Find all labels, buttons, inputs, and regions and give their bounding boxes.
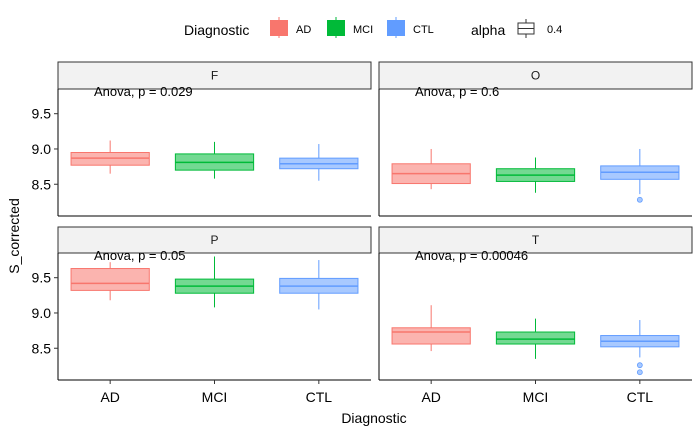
panel-o: O Anova, p = 0.6 — [378, 61, 693, 217]
legend-key-mci — [327, 20, 345, 36]
y-axis-title: S_corrected — [6, 198, 22, 273]
legend-label-ad: AD — [296, 24, 311, 36]
y-tick-label-f-0: 8.5 — [32, 176, 52, 192]
box-t-mci — [495, 331, 576, 345]
legend-alpha-title: alpha — [471, 22, 505, 38]
y-tick-label-f-1: 9.0 — [32, 141, 52, 157]
annotation-p: Anova, p = 0.05 — [94, 248, 185, 263]
panel-strip-label-t: T — [532, 233, 540, 247]
y-tick-label-p-2: 9.5 — [32, 270, 52, 286]
x-tick-label-p-mci: MCI — [202, 389, 228, 405]
legend-alpha-value: 0.4 — [547, 24, 562, 36]
y-tick-label-f-2: 9.5 — [32, 106, 52, 122]
annotation-f: Anova, p = 0.029 — [94, 84, 193, 99]
legend-key-ad — [270, 20, 288, 36]
panel-strip-label-o: O — [531, 69, 540, 83]
box-t-ad — [391, 327, 471, 345]
x-tick-label-t-ctl: CTL — [627, 389, 654, 405]
outlier-o-ctl-0 — [636, 196, 643, 203]
legend-key-ctl — [387, 20, 405, 36]
outlier-t-ctl-1 — [636, 369, 643, 376]
panel-strip-label-f: F — [211, 69, 218, 83]
panel-strip-f — [57, 61, 372, 90]
annotation-t: Anova, p = 0.00046 — [415, 248, 528, 263]
panel-f: F Anova, p = 0.029 — [57, 61, 372, 217]
legend: Diagnostic AD MCI CTL alpha 0.4 — [184, 17, 562, 38]
legend-label-mci: MCI — [353, 24, 373, 36]
x-axis-title: Diagnostic — [341, 410, 406, 426]
x-tick-label-t-mci: MCI — [523, 389, 549, 405]
panel-strip-o — [378, 61, 693, 90]
panel-t: T Anova, p = 0.00046 — [378, 226, 693, 381]
x-tick-label-p-ctl: CTL — [306, 389, 333, 405]
outlier-t-ctl-0 — [636, 362, 643, 369]
panel-p: P Anova, p = 0.05 — [57, 226, 372, 381]
panel-strip-p — [57, 226, 372, 254]
panel-strip-label-p: P — [210, 233, 218, 247]
y-tick-label-p-0: 8.5 — [32, 340, 52, 356]
y-tick-label-p-1: 9.0 — [32, 305, 52, 321]
panel-strip-t — [378, 226, 693, 254]
box-p-ad — [70, 268, 150, 291]
legend-alpha-key — [517, 19, 535, 38]
legend-fill-title: Diagnostic — [184, 22, 249, 38]
x-tick-label-t-ad: AD — [421, 389, 440, 405]
legend-label-ctl: CTL — [413, 24, 434, 36]
annotation-o: Anova, p = 0.6 — [415, 84, 499, 99]
x-tick-label-p-ad: AD — [100, 389, 119, 405]
